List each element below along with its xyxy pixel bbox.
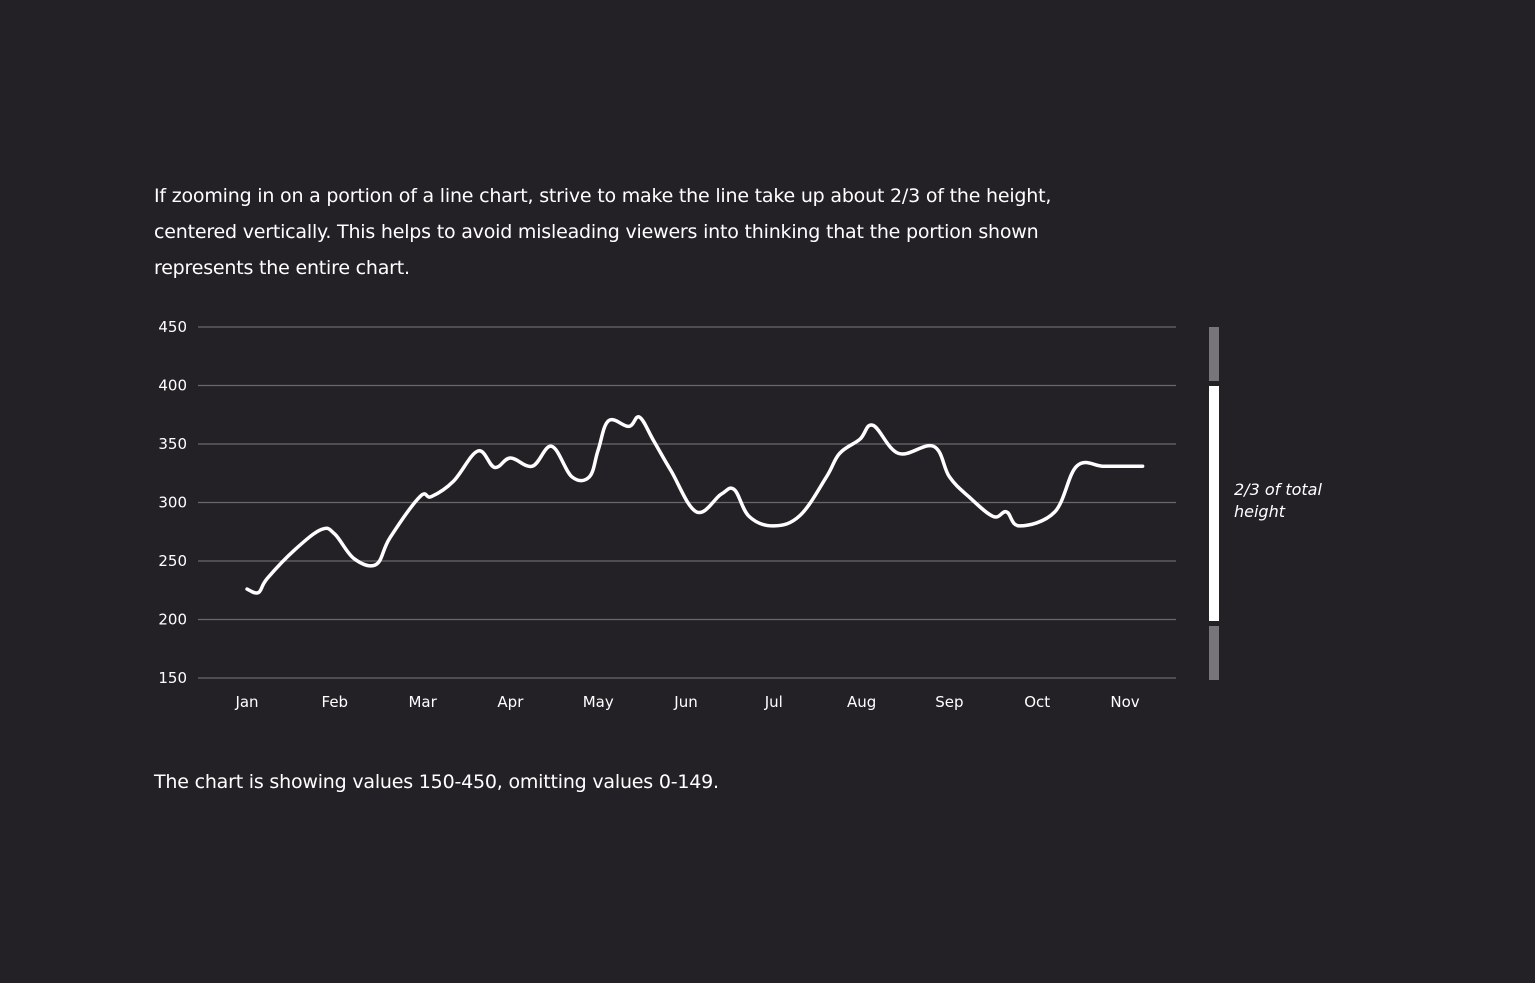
x-tick-label: Mar [408, 693, 437, 711]
y-tick-label: 150 [158, 669, 187, 687]
y-axis-tick-labels: 450 400 350 300 250 200 150 [158, 318, 187, 687]
bracket-label-line1: 2/3 of total [1234, 480, 1322, 499]
x-tick-label: Jun [673, 693, 697, 711]
x-tick-label: Apr [497, 693, 524, 711]
y-tick-label: 400 [158, 377, 187, 395]
x-axis-tick-labels: Jan Feb Mar Apr May Jun Jul Aug Sep Oct Nov [234, 693, 1139, 711]
bracket-middle-segment [1209, 386, 1219, 621]
footnote-text: The chart is showing values 150-450, omi… [154, 771, 719, 793]
y-tick-label: 200 [158, 611, 187, 629]
x-tick-label: Jan [234, 693, 258, 711]
y-tick-label: 250 [158, 552, 187, 570]
x-tick-label: Feb [322, 693, 349, 711]
series-line [245, 415, 1145, 595]
bracket-top-segment [1209, 327, 1219, 381]
x-tick-label: Aug [847, 693, 876, 711]
bracket-label-line2: height [1234, 502, 1286, 521]
x-tick-label: May [583, 693, 614, 711]
y-tick-label: 350 [158, 435, 187, 453]
x-tick-label: Sep [935, 693, 963, 711]
intro-text: If zooming in on a portion of a line cha… [154, 185, 1052, 279]
bracket-bottom-segment [1209, 626, 1219, 680]
height-bracket [1209, 327, 1219, 680]
x-tick-label: Nov [1110, 693, 1139, 711]
y-tick-label: 300 [158, 494, 187, 512]
x-tick-label: Jul [764, 693, 783, 711]
y-tick-label: 450 [158, 318, 187, 336]
x-tick-label: Oct [1024, 693, 1050, 711]
